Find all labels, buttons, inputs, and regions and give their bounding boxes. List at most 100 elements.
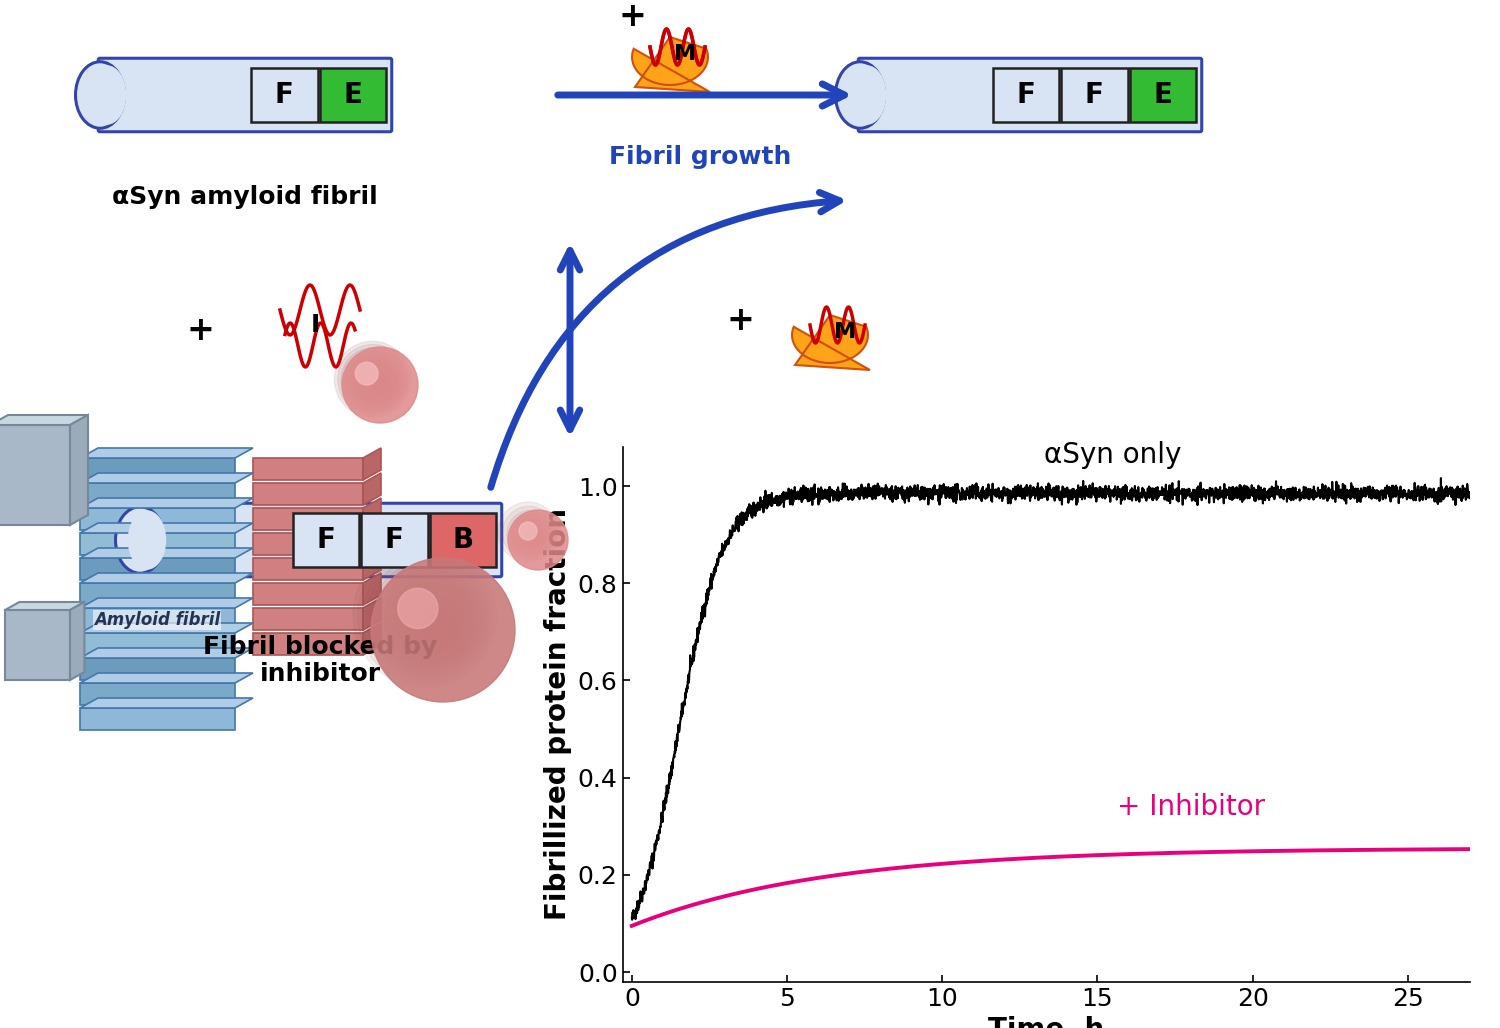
Circle shape xyxy=(406,595,465,653)
Polygon shape xyxy=(363,548,381,580)
Circle shape xyxy=(393,583,472,662)
Circle shape xyxy=(356,362,378,386)
Circle shape xyxy=(370,558,514,702)
Text: I: I xyxy=(310,313,320,337)
Ellipse shape xyxy=(87,65,126,124)
Circle shape xyxy=(380,570,482,670)
FancyBboxPatch shape xyxy=(80,458,236,480)
Polygon shape xyxy=(363,473,381,505)
FancyBboxPatch shape xyxy=(4,610,70,680)
Text: F: F xyxy=(1084,81,1104,109)
Circle shape xyxy=(398,587,470,659)
Polygon shape xyxy=(80,473,254,483)
Text: F: F xyxy=(386,526,404,554)
FancyBboxPatch shape xyxy=(80,483,236,505)
FancyBboxPatch shape xyxy=(254,533,363,555)
Text: E: E xyxy=(1154,81,1172,109)
Circle shape xyxy=(512,515,552,555)
Circle shape xyxy=(363,369,392,397)
FancyBboxPatch shape xyxy=(254,608,363,630)
FancyBboxPatch shape xyxy=(80,708,236,730)
FancyBboxPatch shape xyxy=(254,583,363,605)
FancyBboxPatch shape xyxy=(292,513,358,567)
FancyBboxPatch shape xyxy=(1060,68,1128,122)
Circle shape xyxy=(520,523,548,550)
Circle shape xyxy=(433,621,448,635)
Polygon shape xyxy=(363,448,381,480)
X-axis label: Time, h: Time, h xyxy=(988,1016,1104,1028)
Text: αSyn only: αSyn only xyxy=(1044,441,1182,469)
FancyBboxPatch shape xyxy=(254,558,363,580)
Circle shape xyxy=(334,341,411,417)
Circle shape xyxy=(411,599,462,650)
Circle shape xyxy=(362,552,492,682)
Circle shape xyxy=(360,366,393,399)
FancyBboxPatch shape xyxy=(99,59,392,132)
Ellipse shape xyxy=(128,510,166,570)
FancyBboxPatch shape xyxy=(254,458,363,480)
FancyBboxPatch shape xyxy=(362,513,428,567)
Ellipse shape xyxy=(75,62,124,128)
Polygon shape xyxy=(80,598,254,608)
FancyBboxPatch shape xyxy=(0,425,70,525)
Circle shape xyxy=(342,347,418,423)
Circle shape xyxy=(375,565,483,673)
Circle shape xyxy=(357,548,495,685)
Circle shape xyxy=(402,591,468,656)
Circle shape xyxy=(498,502,558,562)
FancyBboxPatch shape xyxy=(993,68,1059,122)
Text: inhibitor: inhibitor xyxy=(260,662,381,686)
FancyBboxPatch shape xyxy=(80,608,236,630)
Text: E: E xyxy=(344,81,362,109)
Text: Fibril growth: Fibril growth xyxy=(609,145,790,169)
FancyBboxPatch shape xyxy=(80,583,236,605)
Polygon shape xyxy=(80,698,254,708)
Text: F: F xyxy=(1017,81,1035,109)
Text: αSyn amyloid fibril: αSyn amyloid fibril xyxy=(112,185,378,209)
Circle shape xyxy=(352,544,497,688)
Circle shape xyxy=(344,351,404,410)
FancyBboxPatch shape xyxy=(254,483,363,505)
Circle shape xyxy=(424,613,454,641)
Circle shape xyxy=(509,510,568,570)
Text: +: + xyxy=(618,0,646,34)
Circle shape xyxy=(366,556,489,678)
Polygon shape xyxy=(363,598,381,630)
Circle shape xyxy=(374,378,384,390)
Polygon shape xyxy=(363,498,381,530)
Polygon shape xyxy=(70,415,88,525)
Polygon shape xyxy=(363,623,381,655)
Circle shape xyxy=(503,506,556,559)
Circle shape xyxy=(388,578,476,664)
Polygon shape xyxy=(80,648,254,658)
Polygon shape xyxy=(70,602,84,680)
FancyBboxPatch shape xyxy=(251,68,318,122)
Circle shape xyxy=(516,519,549,552)
FancyBboxPatch shape xyxy=(138,504,501,577)
Circle shape xyxy=(438,626,446,633)
Polygon shape xyxy=(4,602,84,610)
FancyBboxPatch shape xyxy=(80,683,236,705)
Polygon shape xyxy=(80,673,254,683)
Y-axis label: Fibrillized protein fraction: Fibrillized protein fraction xyxy=(544,509,572,920)
Polygon shape xyxy=(80,448,254,458)
Circle shape xyxy=(416,604,459,648)
Ellipse shape xyxy=(116,507,165,574)
Polygon shape xyxy=(363,573,381,605)
Text: + Inhibitor: + Inhibitor xyxy=(1116,794,1264,821)
Polygon shape xyxy=(80,573,254,583)
Polygon shape xyxy=(80,498,254,508)
Circle shape xyxy=(357,363,395,401)
Ellipse shape xyxy=(847,65,886,124)
Text: +: + xyxy=(186,314,214,346)
FancyBboxPatch shape xyxy=(320,68,386,122)
Text: Fibril blocked by: Fibril blocked by xyxy=(202,635,436,659)
Text: B: B xyxy=(452,526,474,554)
Circle shape xyxy=(429,617,451,638)
Polygon shape xyxy=(363,523,381,555)
Text: F: F xyxy=(316,526,334,554)
Circle shape xyxy=(530,531,543,545)
Text: +: + xyxy=(726,303,754,336)
Circle shape xyxy=(340,347,406,412)
FancyBboxPatch shape xyxy=(80,508,236,530)
